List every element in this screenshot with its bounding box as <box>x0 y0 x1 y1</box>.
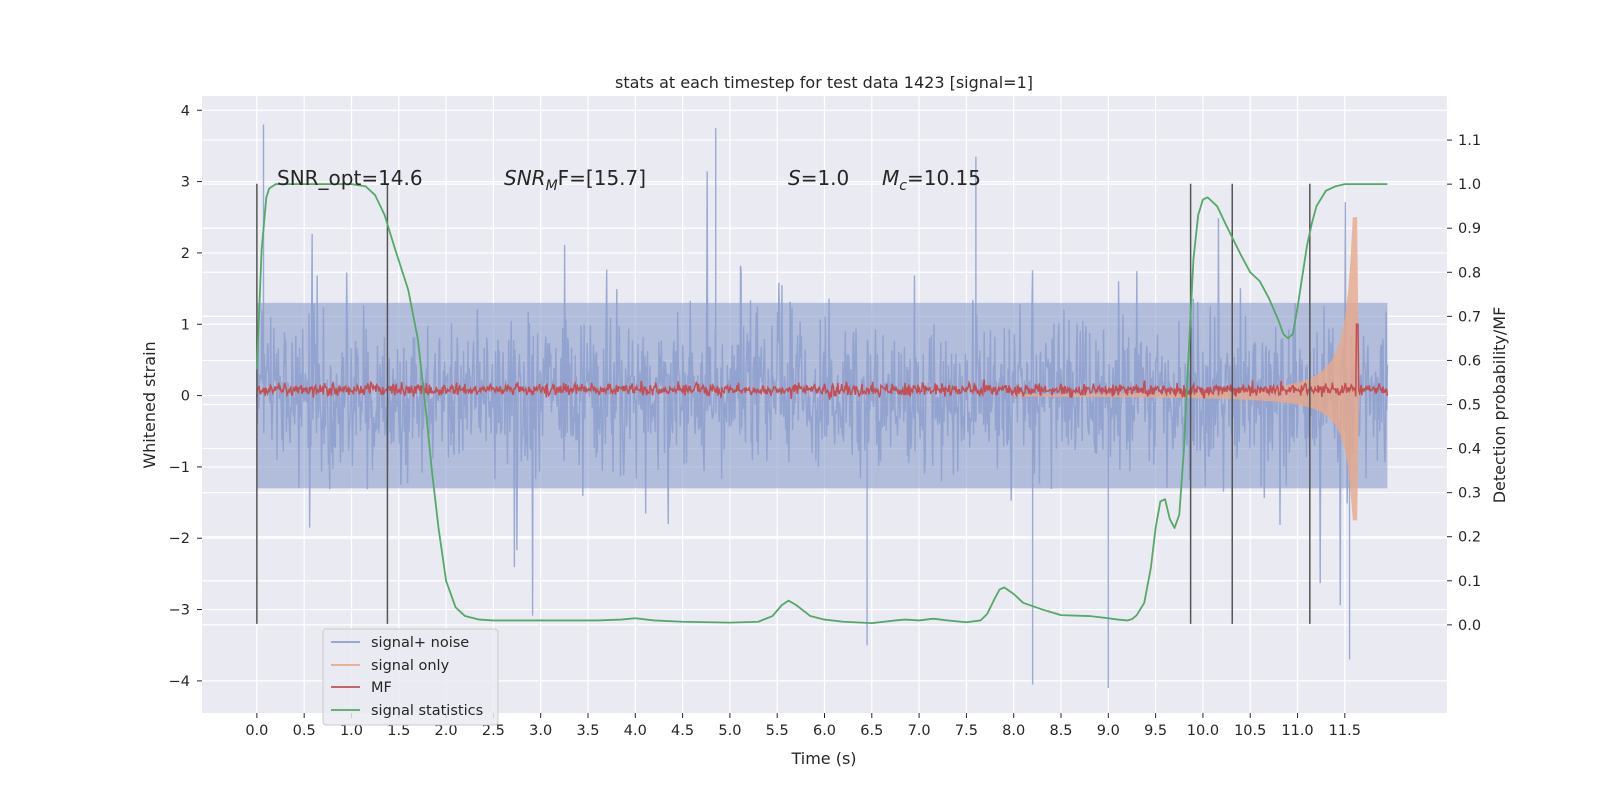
right-y-tick-label: 1.1 <box>1458 133 1481 149</box>
right-y-axis-label: Detection probability/MF <box>1490 307 1509 504</box>
x-tick-label: 2.5 <box>482 723 505 739</box>
x-tick-label: 3.0 <box>529 723 552 739</box>
x-tick-label: 5.5 <box>766 723 789 739</box>
x-tick-label: 6.5 <box>860 723 883 739</box>
x-tick-label: 5.0 <box>718 723 741 739</box>
mf-line <box>256 323 1389 400</box>
x-tick-label: 1.5 <box>387 723 410 739</box>
x-tick-label: 10.0 <box>1187 723 1219 739</box>
y-tick-label: 0 <box>181 389 190 405</box>
x-tick-label: 4.5 <box>671 723 694 739</box>
right-y-tick-label: 0.9 <box>1458 221 1481 237</box>
snr-mf-main: SNR <box>504 166 546 190</box>
annotation-mc: Mc=10.15 <box>882 166 981 194</box>
s-main: S <box>788 166 801 190</box>
y-axis-label: Whitened strain <box>140 341 159 468</box>
x-tick-label: 9.0 <box>1097 723 1120 739</box>
mf-series <box>256 323 1389 400</box>
y-tick-label: −1 <box>169 460 190 476</box>
x-tick-label: 6.0 <box>813 723 836 739</box>
right-y-tick-label: 0.6 <box>1458 353 1481 369</box>
annotation-snr-mf: SNRMF=[15.7] <box>504 166 646 194</box>
snr-mf-rest: F=[15.7] <box>558 166 646 190</box>
x-tick-label: 11.5 <box>1329 723 1361 739</box>
y-tick-labels: 4 3 2 1 0 −1 −2 −3 −4 <box>169 103 202 690</box>
annotation-snr-opt: SNR_opt=14.6 <box>277 166 423 190</box>
signal-statistics-line <box>255 183 1388 624</box>
right-y-tick-label: 0.5 <box>1458 398 1481 414</box>
right-y-tick-label: 0.3 <box>1458 486 1481 502</box>
x-tick-label: 0.0 <box>245 723 268 739</box>
signal-statistics-series <box>255 183 1388 624</box>
legend: signal+ noise signal only MF signal stat… <box>322 628 499 726</box>
chart-title: stats at each timestep for test data 142… <box>615 73 1033 92</box>
x-tick-label: 7.0 <box>908 723 931 739</box>
right-y-tick-label: 0.2 <box>1458 530 1481 546</box>
right-y-tick-label: 1.0 <box>1458 177 1481 193</box>
x-tick-label: 8.5 <box>1049 723 1072 739</box>
mc-main: M <box>882 166 899 190</box>
y-tick-label: 2 <box>181 246 190 262</box>
signal-noise-line <box>256 124 1389 689</box>
x-tick-label: 2.0 <box>435 723 458 739</box>
y-tick-label: −3 <box>169 603 190 619</box>
snr-mf-sub: M <box>546 178 558 194</box>
legend-label-signal-noise: signal+ noise <box>371 635 469 651</box>
mc-rest: =10.15 <box>907 166 981 190</box>
x-tick-label: 0.5 <box>293 723 316 739</box>
legend-box <box>322 628 499 726</box>
mc-sub: c <box>899 178 907 194</box>
legend-label-signal-only: signal only <box>371 658 450 674</box>
right-y-tick-label: 0.1 <box>1458 574 1481 590</box>
x-tick-label: 7.5 <box>955 723 978 739</box>
legend-label-mf: MF <box>371 680 392 696</box>
y-tick-label: 4 <box>181 103 190 119</box>
legend-label-signal-statistics: signal statistics <box>371 703 483 719</box>
x-tick-label: 1.0 <box>340 723 363 739</box>
y-tick-label: −2 <box>169 531 190 547</box>
s-rest: =1.0 <box>801 166 850 190</box>
right-y-tick-label: 0.7 <box>1458 309 1481 325</box>
annotation-s: S=1.0 <box>788 166 849 190</box>
x-tick-label: 9.5 <box>1144 723 1167 739</box>
right-y-tick-label: 0.8 <box>1458 265 1481 281</box>
right-y-tick-label: 0.0 <box>1458 618 1481 634</box>
y-tick-label: 3 <box>181 175 190 191</box>
x-tick-label: 10.5 <box>1234 723 1266 739</box>
vertical-marker-lines <box>256 183 1311 624</box>
x-tick-label: 3.5 <box>576 723 599 739</box>
y-tick-label: −4 <box>169 674 190 690</box>
x-tick-labels: 0.0 0.5 1.0 1.5 2.0 2.5 3.0 3.5 4.0 4.5 5.0 5.5 6.0 6… <box>245 713 1361 739</box>
right-y-tick-label: 0.4 <box>1458 442 1481 458</box>
x-tick-label: 4.0 <box>624 723 647 739</box>
right-y-tick-labels: 1.1 1.0 0.9 0.8 0.7 0.6 0.5 0.4 0.3 0.2 0.1 0.0 <box>1447 133 1481 634</box>
x-tick-label: 8.0 <box>1002 723 1025 739</box>
x-axis-label: Time (s) <box>790 749 856 768</box>
y-tick-label: 1 <box>181 317 190 333</box>
x-tick-label: 11.0 <box>1281 723 1313 739</box>
